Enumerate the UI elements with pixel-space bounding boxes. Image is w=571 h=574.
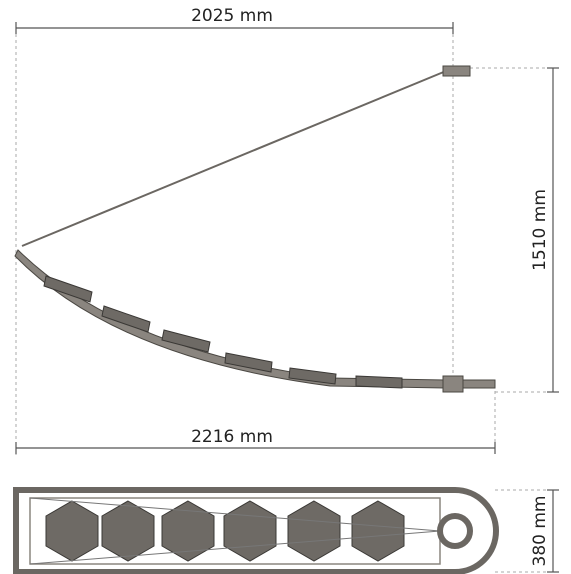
dimension-label: 1510 mm bbox=[530, 189, 550, 271]
dimension-label: 380 mm bbox=[530, 496, 550, 567]
side-view bbox=[14, 65, 496, 393]
dimension-label: 2025 mm bbox=[191, 6, 273, 26]
dimension-label: 2216 mm bbox=[191, 427, 273, 447]
plan-view bbox=[13, 487, 499, 574]
dimension-lines bbox=[15, 22, 559, 573]
